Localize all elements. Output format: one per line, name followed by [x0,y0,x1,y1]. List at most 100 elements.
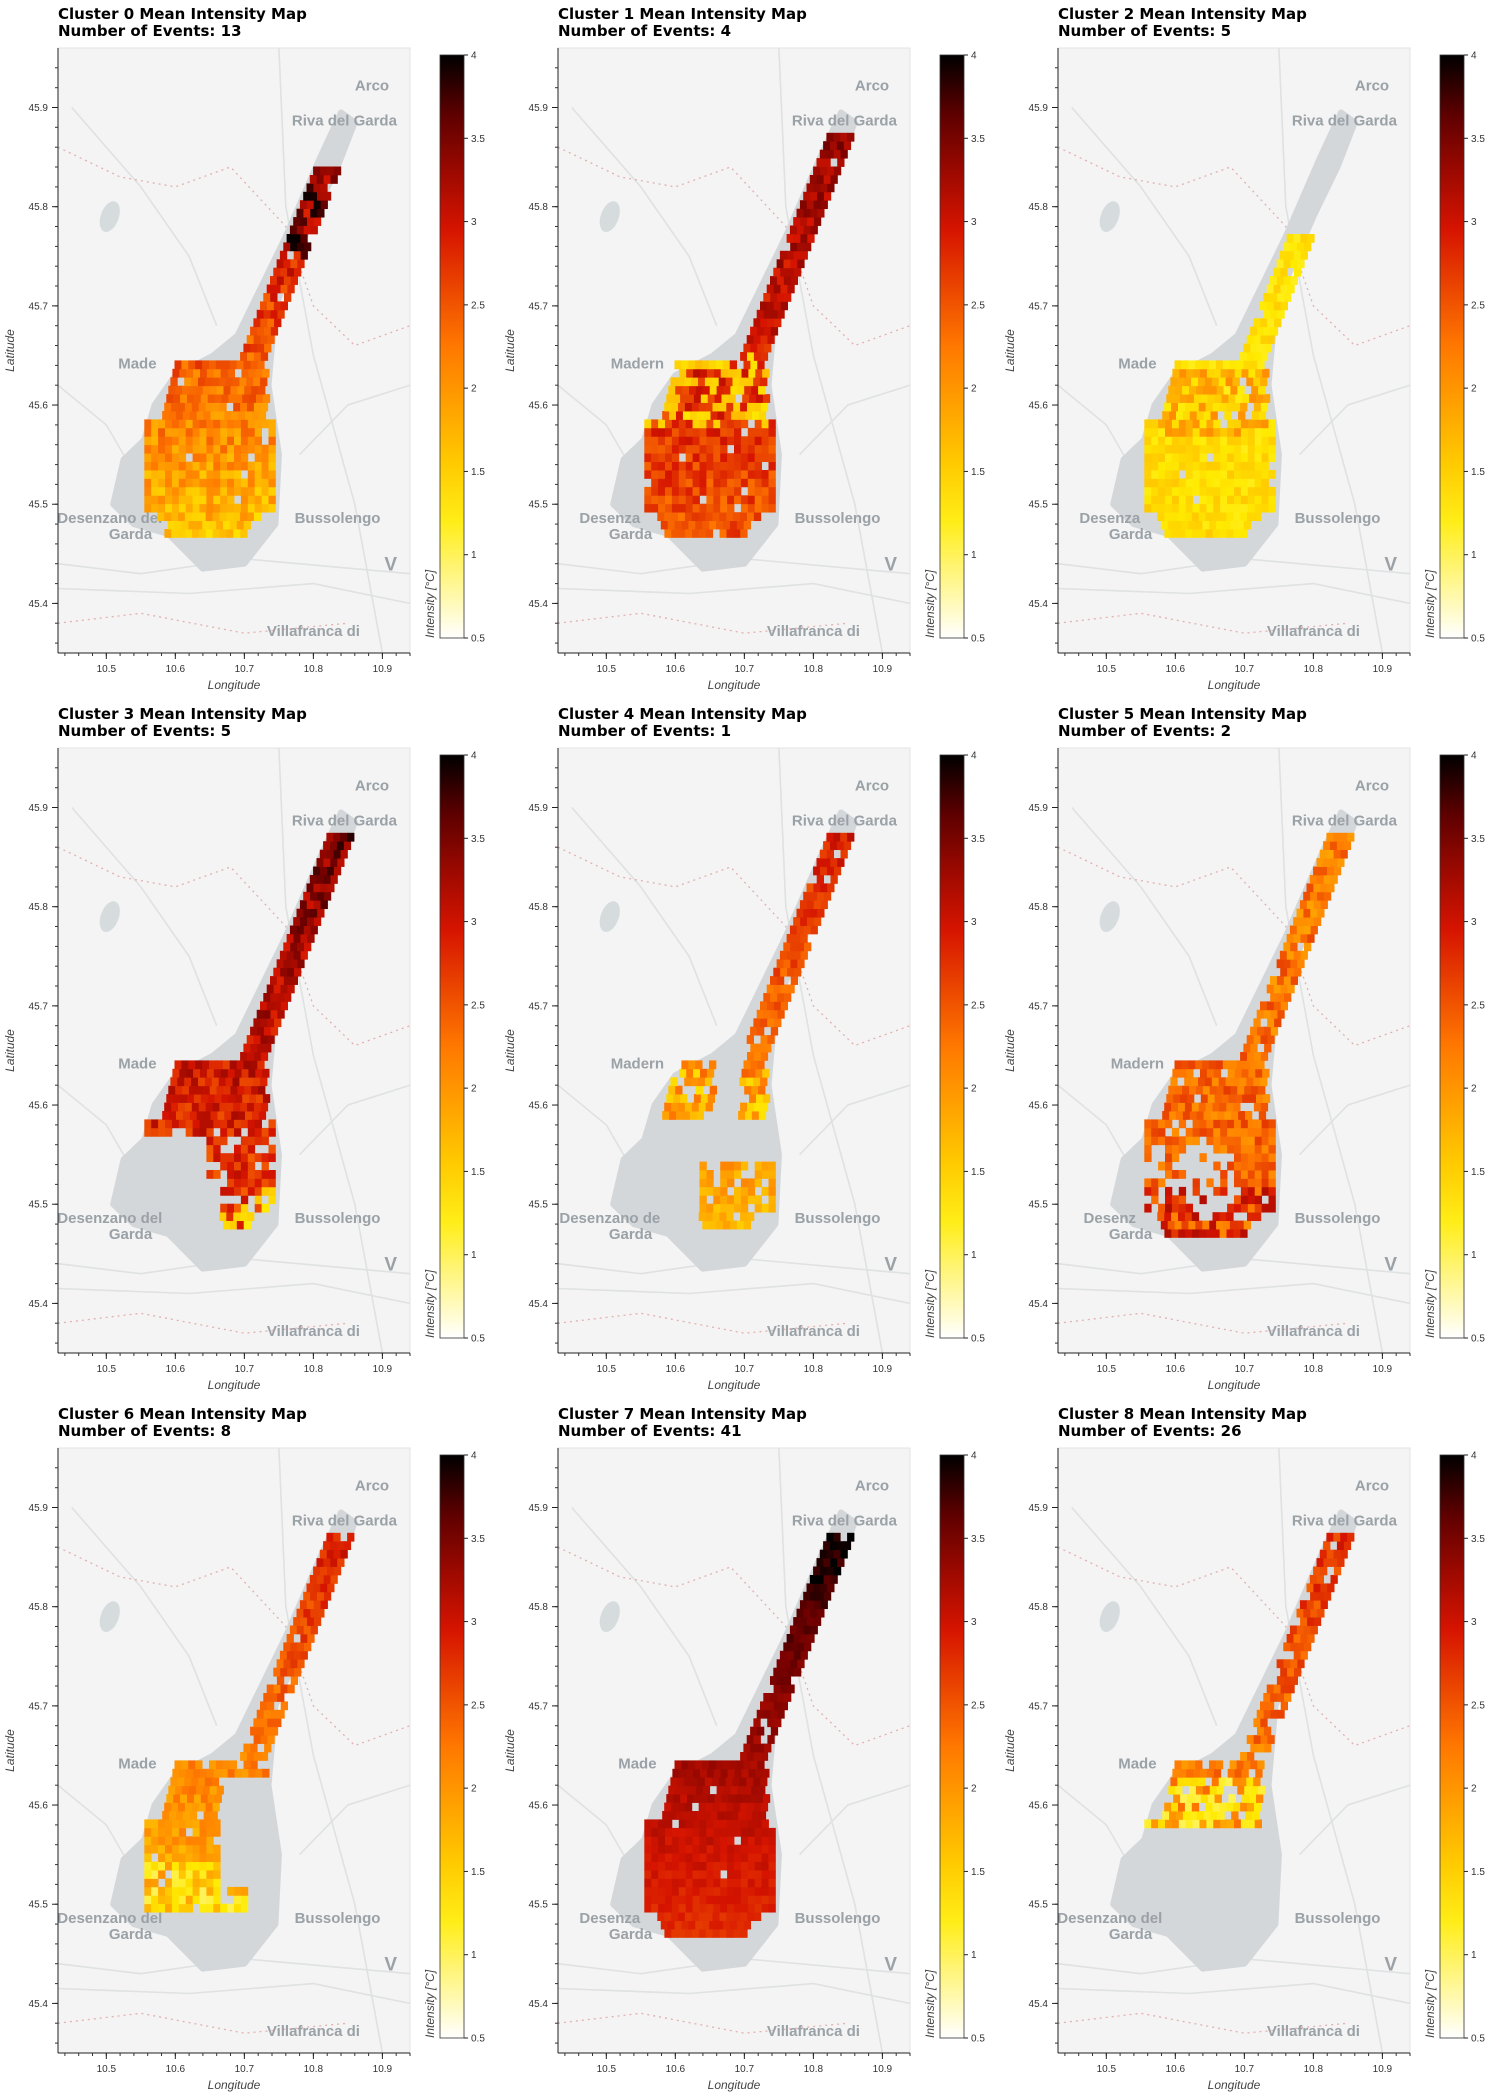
heat-cell [171,419,180,429]
heat-cell [763,293,771,302]
heat-cell [754,1886,762,1896]
heat-cell [268,1144,276,1154]
place-label: Villafranca di [1267,2023,1360,2040]
heat-cell [1219,1102,1227,1112]
heat-cell [760,1018,768,1028]
heat-cell [184,377,192,387]
heat-cell [165,1895,173,1905]
y-tick-label: 45.9 [529,803,549,814]
heat-cell [699,470,707,479]
colorbar-tick-label: 3 [1471,217,1477,228]
heat-cell [220,470,228,479]
heat-cell [761,1870,769,1879]
heat-cell [220,1161,228,1171]
heat-cell [206,503,214,513]
heat-cell [1213,470,1221,479]
heat-cell [712,1212,720,1222]
heat-cell [1158,1178,1166,1188]
heat-cell [777,1709,785,1719]
heat-cell [753,1102,762,1112]
heat-cell [1213,1068,1222,1078]
x-tick-label: 10.7 [1235,664,1255,675]
heat-cell [1254,1153,1262,1163]
chart-subtitle: Number of Events: 8 [58,1422,232,1440]
heat-cell [695,360,703,370]
heat-cell [1317,891,1325,901]
panel-title: Cluster 5 Mean Intensity Map Number of Ev… [1058,706,1307,740]
heat-cell [754,1895,762,1905]
heat-cell [229,1760,237,1770]
heat-cell [1189,1085,1197,1095]
heat-cell [750,1743,758,1753]
heat-cell [1280,267,1288,277]
heat-cell [1202,385,1211,395]
road-line [1278,748,1384,1353]
heat-cell [1247,1203,1256,1213]
heat-cell [733,402,741,412]
heat-cell [764,1743,772,1753]
heat-cell [1255,1068,1263,1078]
small-lake [1099,1601,1120,1632]
heat-cell [758,411,767,420]
x-tick-label: 10.6 [166,2064,186,2075]
place-label: Riva del Garda [292,1512,398,1529]
heat-cell [1253,402,1262,412]
heat-cell [254,427,262,437]
heat-cell [214,394,222,403]
heat-cell [317,208,325,218]
heat-cell [1323,841,1331,851]
heat-cell [1242,394,1250,403]
heat-cell [300,234,308,243]
heat-cell [270,293,278,302]
heat-cell [840,132,848,142]
x-tick-label: 10.8 [304,664,324,675]
heat-cell [784,993,792,1002]
heat-cell [1268,444,1276,454]
heat-cell [734,470,742,479]
heat-cell [1227,453,1235,463]
heat-cell [770,293,778,302]
heat-cell [1206,478,1214,488]
heat-cell [761,486,769,496]
heat-layer [1144,234,1315,538]
heat-cell [783,276,792,285]
heat-cell [712,1912,720,1922]
heat-cell [767,1035,775,1044]
heat-cell [1192,1127,1200,1137]
heat-cell [1267,1018,1275,1028]
heat-cell [706,1895,714,1905]
heat-cell [684,402,693,412]
heat-cell [726,512,734,522]
heat-cell [706,1844,714,1854]
heat-cell [1247,444,1256,454]
heat-cell [227,1068,235,1078]
heat-cell [165,444,173,454]
heat-cell [1323,858,1331,867]
heat-cell [309,1575,318,1584]
heat-cell [691,1912,700,1922]
heat-cell [206,1068,215,1078]
heat-cell [206,444,214,454]
heat-cell [1241,1068,1249,1078]
heat-cell [268,503,276,513]
heat-cell [1144,1144,1152,1154]
heat-cell [1300,917,1308,926]
heat-cell [1215,1060,1224,1070]
heat-cell [293,234,301,243]
heat-cell [703,411,711,420]
heat-cell [303,1608,311,1618]
heat-cell [1234,368,1242,378]
place-label: Arco [355,78,389,95]
heat-cell [754,1195,762,1205]
heat-cell [1283,242,1291,252]
heat-cell [753,1735,761,1744]
heat-cell [830,1558,838,1567]
heat-cell [1317,1591,1325,1601]
heat-cell [1267,318,1275,328]
heat-cell [243,343,251,353]
heat-cell [300,217,308,226]
heat-cell [1286,950,1295,960]
heat-cell [685,436,693,446]
place-label: Bussolengo [295,1210,381,1227]
heat-cell [247,1127,256,1137]
